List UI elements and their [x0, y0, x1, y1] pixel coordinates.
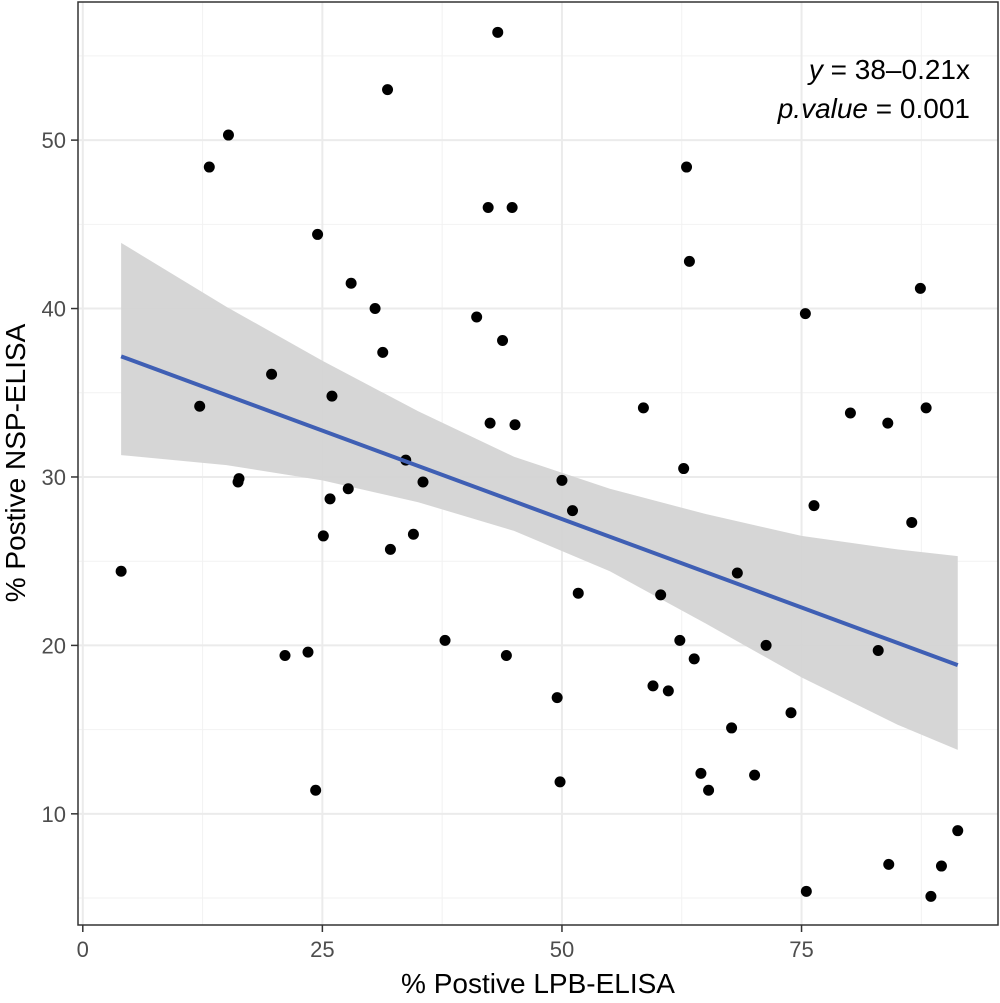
ticks-layer: 0 25 50 75 10 20 30 40 50	[42, 128, 814, 962]
data-point	[407, 528, 419, 540]
data-point	[647, 680, 659, 692]
data-point	[551, 692, 563, 704]
x-tick-label: 25	[310, 937, 334, 962]
data-point	[681, 161, 693, 173]
data-point	[935, 860, 947, 872]
data-point	[194, 400, 206, 412]
data-point	[920, 402, 932, 414]
data-point	[302, 646, 314, 658]
data-point	[906, 516, 918, 528]
data-point	[382, 84, 394, 96]
y-tick-label: 50	[42, 128, 66, 153]
data-point	[800, 885, 812, 897]
confidence-band	[121, 242, 958, 750]
data-point	[637, 402, 649, 414]
data-point	[678, 463, 690, 475]
data-point	[417, 476, 429, 488]
data-point	[808, 500, 820, 512]
data-point	[310, 784, 322, 796]
annotation: y = 38–0.21x p.value = 0.001	[777, 54, 970, 124]
data-point	[695, 767, 707, 779]
y-tick-label: 30	[42, 465, 66, 490]
y-axis-title: % Postive NSP-ELISA	[0, 323, 31, 602]
data-point	[471, 311, 483, 323]
data-point	[484, 417, 496, 429]
data-point	[662, 685, 674, 697]
data-point	[567, 505, 578, 517]
pvalue-label: p.value = 0.001	[777, 93, 970, 124]
data-point	[266, 368, 278, 380]
data-point	[882, 417, 894, 429]
data-point	[883, 858, 895, 870]
data-point	[222, 129, 234, 141]
confidence-band-layer	[121, 242, 958, 750]
regression-line	[120, 354, 959, 668]
data-point	[345, 277, 357, 289]
data-point	[439, 634, 451, 646]
data-point	[872, 644, 884, 656]
pvalue-var: p.value	[777, 93, 868, 124]
equation-rest: = 38–0.21x	[823, 54, 970, 85]
equation-var: y	[807, 54, 825, 85]
data-point	[369, 303, 381, 315]
data-point	[326, 390, 338, 402]
x-tick-label: 50	[550, 937, 574, 962]
data-point	[572, 587, 584, 599]
data-point	[799, 308, 811, 320]
y-tick-label: 10	[42, 802, 66, 827]
x-tick-label: 0	[77, 937, 89, 962]
y-tick-label: 40	[42, 297, 66, 322]
data-point	[844, 407, 856, 419]
data-point	[688, 653, 700, 665]
data-point	[324, 493, 336, 505]
data-point	[203, 161, 215, 173]
y-tick-label: 20	[42, 633, 66, 658]
data-point	[279, 650, 291, 662]
data-point	[312, 228, 324, 240]
panel-border	[77, 1, 999, 926]
equation-label: y = 38–0.21x	[807, 54, 970, 85]
data-point	[655, 589, 667, 601]
data-point	[317, 530, 329, 542]
data-point	[115, 565, 127, 577]
data-point	[760, 639, 772, 651]
data-point	[492, 26, 504, 38]
data-point	[377, 346, 389, 358]
data-point	[703, 784, 715, 796]
points-layer	[115, 26, 964, 902]
data-point	[497, 335, 509, 347]
data-point	[674, 634, 686, 646]
x-tick-label: 75	[789, 937, 813, 962]
data-point	[683, 255, 695, 267]
data-point	[731, 567, 743, 579]
data-point	[785, 707, 797, 719]
data-point	[506, 201, 518, 213]
x-axis-title: % Postive LPB-ELISA	[401, 968, 675, 998]
data-point	[556, 474, 568, 486]
data-point	[500, 650, 512, 662]
data-point	[726, 722, 738, 734]
data-point	[482, 201, 494, 213]
data-point	[952, 825, 964, 837]
data-point	[233, 473, 245, 485]
data-point	[384, 543, 396, 555]
data-point	[509, 419, 521, 431]
pvalue-rest: = 0.001	[868, 93, 970, 124]
data-point	[914, 282, 926, 294]
data-point	[925, 890, 937, 902]
data-point	[554, 776, 566, 788]
data-point	[749, 769, 761, 781]
regression-line-layer	[120, 354, 959, 668]
data-point	[342, 483, 354, 495]
